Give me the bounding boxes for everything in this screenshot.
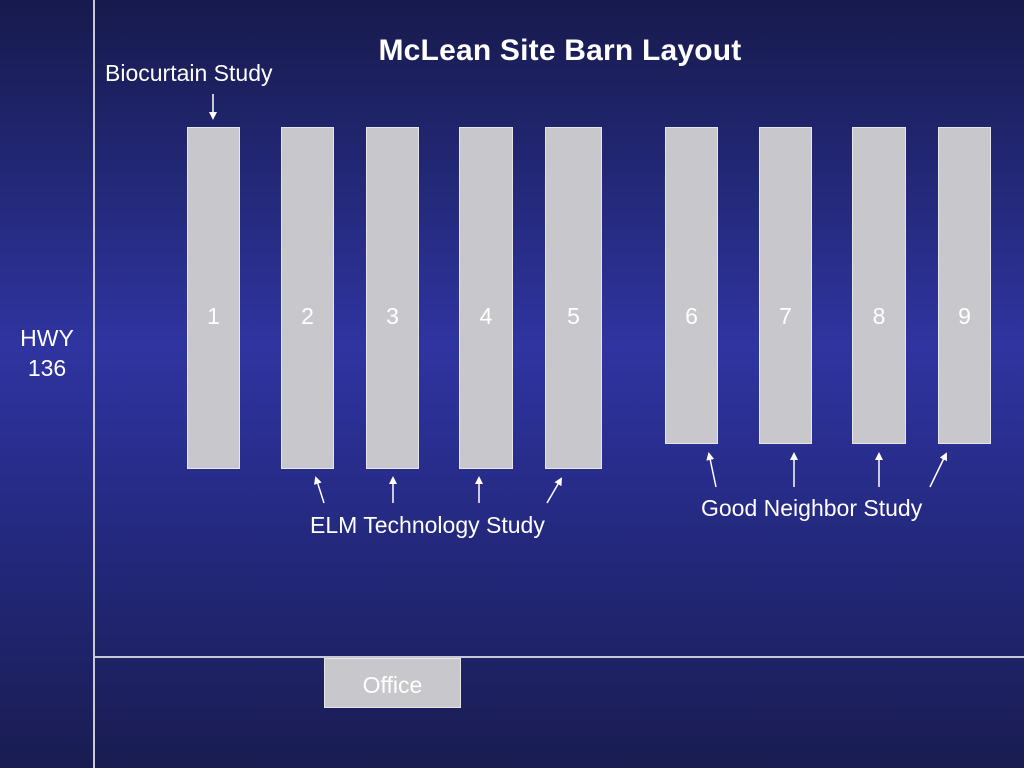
good-neighbor-arrow-barn-9 [929, 452, 947, 488]
biocurtain-study-label: Biocurtain Study [105, 60, 273, 86]
barn-5: 5 [545, 127, 602, 469]
elm-arrow-barn-2 [314, 476, 325, 504]
barn-number: 7 [779, 303, 792, 329]
barn-7: 7 [759, 127, 812, 444]
barn-number: 6 [685, 303, 698, 329]
barn-number: 3 [386, 303, 399, 329]
office-building: Office [324, 658, 461, 708]
highway-label-line-2: 136 [27, 355, 67, 381]
barn-number: 8 [872, 303, 886, 329]
barn-number: 4 [479, 303, 493, 329]
page-title: McLean Site Barn Layout [378, 34, 742, 67]
barn-1: 1 [187, 127, 240, 469]
barn-number: 5 [567, 303, 580, 329]
access-road-line [95, 656, 1024, 658]
highway-label: HWY 136 [8, 323, 86, 383]
barn-4: 4 [459, 127, 513, 469]
barn-number: 2 [301, 303, 314, 329]
elm-arrow-barn-5 [546, 477, 563, 504]
office-label: Office [362, 672, 423, 698]
highway-line [93, 0, 95, 768]
elm-technology-study-label: ELM Technology Study [310, 512, 545, 538]
barn-3: 3 [366, 127, 419, 469]
barn-number: 1 [207, 303, 220, 329]
highway-label-line-1: HWY [20, 325, 74, 351]
barn-2: 2 [281, 127, 334, 469]
barn-number: 9 [958, 303, 971, 329]
barn-9: 9 [938, 127, 991, 444]
barn-6: 6 [665, 127, 718, 444]
good-neighbor-study-label: Good Neighbor Study [701, 495, 923, 521]
good-neighbor-arrow-barn-6 [706, 452, 717, 488]
barn-8: 8 [852, 127, 906, 444]
